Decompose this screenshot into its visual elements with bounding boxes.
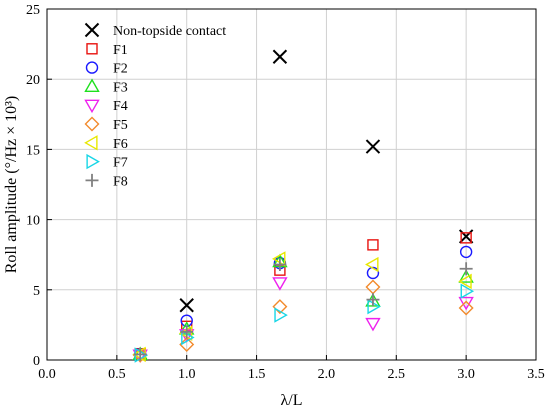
data-point: [459, 245, 473, 259]
series-8: [133, 258, 473, 361]
y-tick-label: 0: [33, 354, 40, 369]
data-point: [365, 256, 379, 273]
data-point: [366, 293, 380, 307]
y-tick-label: 20: [26, 73, 40, 88]
x-tick-label: 2.5: [388, 367, 406, 382]
x-tick-label: 1.0: [178, 367, 196, 382]
y-tick-label: 25: [26, 3, 40, 18]
data-point: [365, 279, 381, 295]
legend-entry: F5: [84, 116, 128, 133]
data-point: [133, 347, 147, 361]
data-point: [272, 49, 288, 64]
data-point: [273, 258, 287, 272]
legend-entry: F1: [86, 43, 128, 58]
legend-label: Non-topside contact: [113, 24, 226, 39]
y-axis-label: Roll amplitude (°/Hz × 10³): [3, 96, 20, 274]
data-point: [179, 298, 194, 313]
data-point: [366, 266, 380, 280]
y-tick-label: 5: [33, 284, 40, 299]
y-tick-label: 15: [26, 143, 40, 158]
legend-label: F8: [113, 174, 128, 189]
data-point: [459, 262, 473, 276]
x-tick-label: 0.0: [38, 367, 56, 382]
legend-marker: [86, 153, 100, 170]
plot-frame: [46, 8, 537, 361]
legend-entry: F8: [85, 173, 128, 189]
data-point: [460, 232, 472, 244]
data-point: [180, 325, 194, 339]
data-point: [458, 273, 472, 290]
x-tick-label: 1.5: [248, 367, 266, 382]
legend-entry: F6: [84, 135, 128, 152]
legend-marker: [84, 135, 98, 151]
legend-marker: [85, 173, 99, 187]
legend-label: F5: [113, 118, 128, 133]
legend-marker: [84, 99, 100, 114]
legend-marker: [84, 116, 100, 132]
legend-marker: [85, 61, 99, 74]
data-point: [458, 300, 474, 316]
data-point: [365, 317, 381, 332]
axis-ticks: 0.0 0.5 1.0 1.5 2.0 2.5 3.0 3.5 0 5 10 15 20 25: [26, 3, 545, 382]
data-point: [272, 299, 288, 315]
x-axis-label: λ/L: [281, 392, 303, 409]
legend-label: F3: [113, 80, 128, 95]
data-points: [132, 49, 475, 363]
legend: Non-topside contact F1 F2 F3 F4 F5 F6 F7 F8: [84, 22, 226, 189]
x-tick-label: 3.5: [527, 367, 545, 382]
legend-entry: F2: [85, 61, 128, 77]
legend-marker: [84, 78, 100, 92]
legend-label: F6: [113, 137, 128, 152]
data-point: [365, 139, 381, 154]
legend-entry: F4: [84, 99, 128, 114]
legend-label: F4: [113, 99, 128, 114]
x-tick-label: 0.5: [108, 367, 126, 382]
legend-entry: Non-topside contact: [84, 22, 226, 39]
legend-marker: [84, 22, 100, 38]
legend-label: F7: [113, 156, 128, 171]
x-tick-label: 3.0: [457, 367, 475, 382]
data-point: [458, 296, 474, 311]
data-point: [274, 307, 288, 323]
legend-label: F1: [113, 43, 128, 58]
data-point: [460, 283, 475, 299]
legend-label: F2: [113, 62, 128, 77]
legend-marker: [86, 43, 98, 55]
x-tick-label: 2.0: [318, 367, 336, 382]
y-tick-label: 10: [26, 214, 40, 229]
legend-entry: F3: [84, 78, 128, 95]
data-point: [272, 277, 288, 291]
legend-entry: F7: [86, 153, 128, 171]
data-point: [367, 239, 379, 251]
